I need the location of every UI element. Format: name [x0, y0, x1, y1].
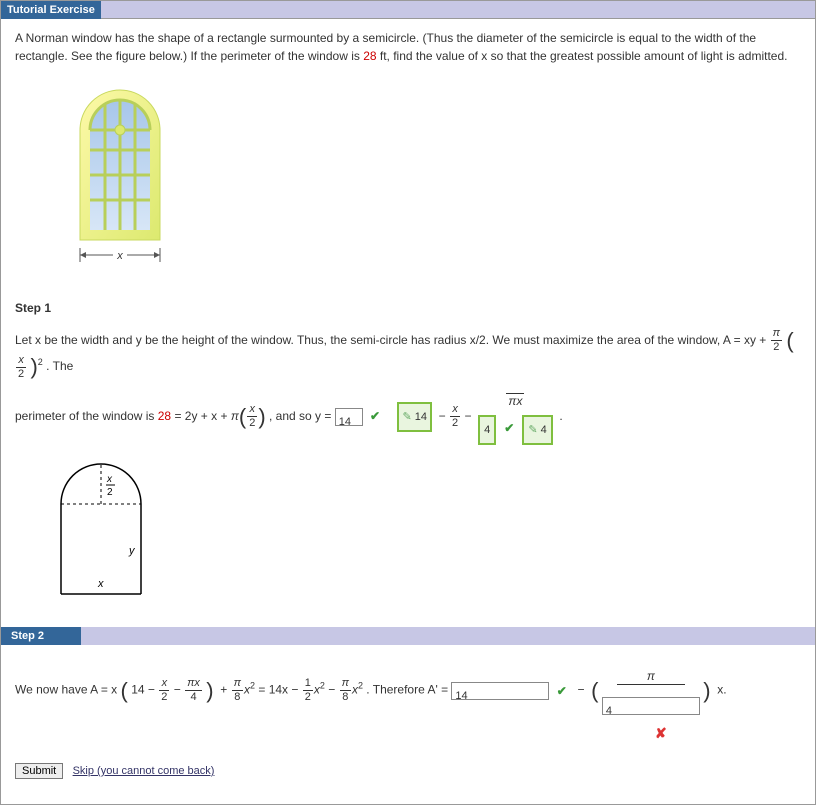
window-svg: x: [65, 75, 185, 275]
hint-box-1[interactable]: ✎ 14: [397, 402, 432, 432]
perimeter-value: 28: [363, 49, 376, 63]
step1-tail: . The: [46, 359, 73, 373]
step2-header: Step 2: [1, 627, 815, 645]
step2-mid1: = 14x −: [258, 683, 301, 697]
step1-label: Step 1: [15, 301, 815, 315]
rparen1: ): [30, 356, 37, 378]
step1-line2: perimeter of the window is 28 = 2y + x +…: [1, 384, 815, 450]
x-mark-icon: ✘: [655, 725, 667, 741]
footer-controls: Submit Skip (you cannot come back): [1, 753, 815, 789]
hint-box-3[interactable]: ✎ 4: [522, 415, 552, 445]
input-aprime-2[interactable]: 4: [602, 697, 700, 715]
hint-box-2[interactable]: 4: [478, 415, 496, 445]
norman-window-figure: x: [65, 75, 801, 278]
fig-x-label: x: [116, 250, 123, 262]
step1-diagram: x 2 y x: [1, 449, 815, 617]
problem-text: A Norman window has the shape of a recta…: [15, 29, 801, 65]
input-aprime-1[interactable]: 14: [451, 682, 549, 700]
main-container: Tutorial Exercise A Norman window has th…: [0, 0, 816, 805]
svg-text:2: 2: [107, 487, 113, 498]
submit-button[interactable]: Submit: [15, 763, 63, 779]
tutorial-header: Tutorial Exercise: [1, 1, 815, 19]
x-half-frac: x2: [16, 355, 26, 380]
problem-post: ft, find the value of x so that the grea…: [380, 49, 788, 63]
step1-text-a: Let x be the width and y be the height o…: [15, 333, 770, 347]
lparen1: (: [786, 330, 793, 352]
step2-lead: We now have A = x: [15, 683, 117, 697]
check-icon-2: ✔: [504, 415, 514, 445]
step2-mid2: . Therefore A' =: [366, 683, 451, 697]
perim-28: 28: [158, 409, 171, 423]
problem-block: A Norman window has the shape of a recta…: [1, 19, 815, 293]
check-icon-3: ✔: [557, 684, 567, 698]
header-title: Tutorial Exercise: [1, 1, 101, 19]
svg-text:x: x: [97, 578, 104, 590]
svg-text:y: y: [128, 545, 136, 557]
header-stripe: [101, 1, 815, 19]
check-icon-1: ✔: [370, 409, 380, 423]
pi-half-frac: π2: [771, 328, 782, 353]
step2-expression: We now have A = x ( 14 − x2 − πx4 ) + π8…: [1, 659, 815, 753]
step1-text2a: perimeter of the window is: [15, 409, 158, 423]
svg-text:x: x: [106, 474, 113, 485]
step1-line1: Let x be the width and y be the height o…: [1, 323, 815, 384]
step1-text2b: = 2y + x +: [174, 409, 230, 423]
step1-text2c: , and so y =: [269, 409, 335, 423]
skip-link[interactable]: Skip (you cannot come back): [73, 765, 215, 777]
step2-label: Step 2: [1, 627, 81, 645]
input-y-const[interactable]: 14: [335, 408, 363, 426]
